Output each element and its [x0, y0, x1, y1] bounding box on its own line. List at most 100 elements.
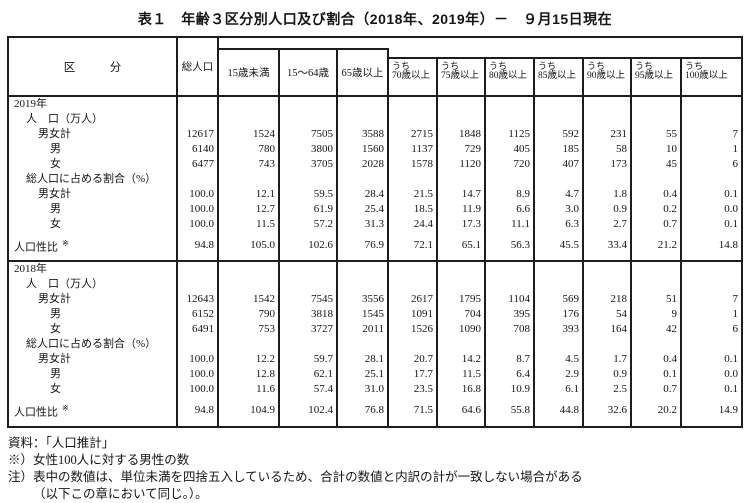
spacer-cell	[582, 420, 631, 428]
cell-value: 0.9	[582, 202, 631, 217]
row-label: 2018年	[14, 262, 47, 275]
cell-value: 51	[630, 291, 681, 307]
cell-value: 25.4	[336, 202, 388, 217]
table-row: 男 6140 780 3800 1560 1137 729 405 185 58 10 1	[8, 142, 742, 157]
cell-value: 0.0	[680, 366, 742, 382]
header-uchi-70plus: うち 70歳以上	[387, 57, 438, 97]
cell-value: 3.0	[533, 202, 583, 217]
table-row: 女 6477 743 3705 2028 1578 1120 720 407 173 45 6	[8, 157, 742, 172]
cell-value	[336, 112, 388, 127]
cell-value	[387, 112, 437, 127]
table-title: 表１ 年齢３区分別人口及び割合（2018年、2019年）－ ９月15日現在	[137, 11, 613, 27]
header-uchi-95plus: うち 95歳以上	[630, 57, 682, 97]
cell-value: 1578	[387, 157, 437, 172]
header-uchi-90plus: うち 90歳以上	[582, 57, 632, 97]
cell-value	[533, 336, 583, 352]
cell-value: 25.1	[336, 366, 388, 382]
cell-value: 12.1	[217, 187, 279, 202]
cell-value: 1091	[387, 306, 437, 322]
cell-value: 12.8	[217, 366, 279, 382]
cell-value	[217, 276, 279, 292]
cell-value	[387, 172, 437, 187]
cell-value: 72.1	[387, 232, 437, 256]
cell-value: 54	[582, 306, 631, 322]
cell-value: 0.4	[630, 351, 681, 367]
cell-value: 0.1	[680, 381, 742, 397]
section-spacer-row	[8, 255, 742, 262]
cell-value: 6	[680, 321, 742, 337]
cell-value: 1526	[387, 321, 437, 337]
cell-value: 105.0	[217, 232, 279, 256]
cell-value: 2.5	[582, 381, 631, 397]
row-label: 人口性比 ※	[14, 239, 69, 254]
cell-value: 100.0	[176, 366, 218, 382]
cell-value: 0.1	[680, 187, 742, 202]
cell-value	[630, 96, 681, 112]
footnote-note-continued: （以下この章において同じ。）。	[33, 487, 208, 502]
cell-value: 14.9	[680, 396, 742, 421]
row-label: 男	[50, 203, 61, 215]
cell-value: 6491	[176, 321, 218, 337]
row-label: 男	[50, 143, 61, 155]
cell-value	[680, 96, 742, 112]
cell-value	[436, 112, 485, 127]
header-total-population: 総人口	[177, 37, 219, 97]
table-row: 2019年	[8, 96, 742, 112]
spacer-cell	[436, 255, 485, 262]
cell-value	[680, 260, 742, 277]
cell-value: 12.7	[217, 202, 279, 217]
cell-value	[484, 336, 534, 352]
table-row: 女 100.0 11.6 57.4 31.0 23.5 16.8 10.9 6.1 2.5 0.7 0…	[8, 381, 742, 397]
cell-value: 395	[484, 306, 534, 322]
cell-value: 100.0	[176, 202, 218, 217]
cell-value: 31.0	[336, 381, 388, 397]
spacer-cell	[336, 255, 388, 262]
cell-value: 1.7	[582, 351, 631, 367]
cell-value: 2617	[387, 291, 437, 307]
cell-value: 6152	[176, 306, 218, 322]
cell-value	[630, 276, 681, 292]
cell-value: 64.6	[436, 396, 485, 421]
cell-value: 218	[582, 291, 631, 307]
row-label: 女	[50, 218, 61, 230]
cell-value: 32.6	[582, 396, 631, 421]
header-age-65plus: 65歳以上	[336, 48, 389, 97]
cell-value: 1090	[436, 321, 485, 337]
cell-value: 1104	[484, 291, 534, 307]
spacer-cell	[436, 420, 485, 428]
cell-value: 31.3	[336, 217, 388, 232]
cell-value: 3705	[278, 157, 337, 172]
cell-value: 3556	[336, 291, 388, 307]
cell-value	[336, 276, 388, 292]
cell-value	[217, 172, 279, 187]
row-label: 人 口（万人）	[26, 113, 103, 125]
table-row: 男女計 12643 1542 7545 3556 2617 1795 1104 569 218 51…	[8, 291, 742, 307]
spacer-cell	[387, 420, 437, 428]
cell-value: 3800	[278, 142, 337, 157]
cell-value: 3588	[336, 127, 388, 142]
cell-value: 8.7	[484, 351, 534, 367]
cell-value: 6.4	[484, 366, 534, 382]
cell-value: 0.7	[630, 381, 681, 397]
header-uchi-75plus: うち 75歳以上	[436, 57, 486, 97]
cell-value: 14.2	[436, 351, 485, 367]
cell-value: 6.6	[484, 202, 534, 217]
header-spacer	[218, 37, 742, 49]
cell-value	[484, 260, 534, 277]
row-label: 男	[50, 367, 61, 380]
spacer-cell	[8, 255, 177, 262]
table-row: 男女計 100.0 12.1 59.5 28.4 21.5 14.7 8.9 4.7 1.8 0.4…	[8, 187, 742, 202]
cell-value: 164	[582, 321, 631, 337]
cell-value: 0.2	[630, 202, 681, 217]
cell-value	[680, 112, 742, 127]
spacer-cell	[278, 420, 337, 428]
cell-value	[217, 336, 279, 352]
cell-value: 1542	[217, 291, 279, 307]
cell-value: 58	[582, 142, 631, 157]
cell-value	[630, 112, 681, 127]
header-category: 区 分	[8, 37, 178, 97]
cell-value: 11.9	[436, 202, 485, 217]
cell-value: 55	[630, 127, 681, 142]
row-label: 女	[50, 382, 61, 395]
cell-value: 59.7	[278, 351, 337, 367]
